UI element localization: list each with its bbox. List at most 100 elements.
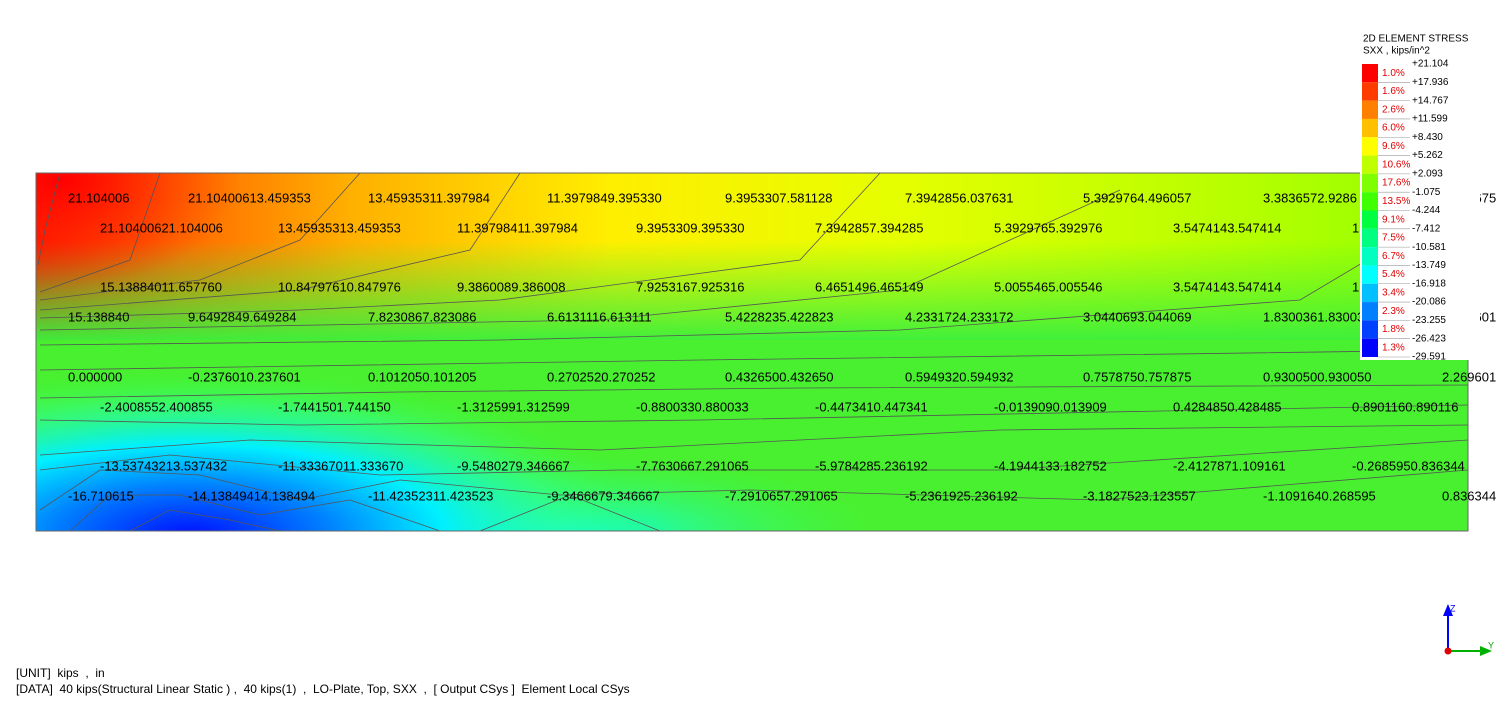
legend-percent: 10.6%	[1382, 159, 1410, 170]
legend-swatch	[1362, 137, 1378, 156]
node-value: -2.4127871.109161	[1173, 458, 1286, 473]
node-value: -5.9784285.236192	[815, 458, 928, 473]
node-value: 7.9253167.925316	[636, 279, 744, 294]
node-value: 13.45935311.397984	[368, 190, 490, 205]
node-value: -4.1944133.182752	[994, 458, 1107, 473]
legend-percent: 6.0%	[1382, 123, 1405, 134]
node-value: 9.6492849.649284	[188, 309, 296, 324]
legend-percent: 9.1%	[1382, 214, 1405, 225]
node-value: -16.710615	[68, 488, 134, 503]
node-value: -0.4473410.447341	[815, 399, 928, 414]
legend-level: -26.423	[1412, 333, 1446, 344]
legend-level: +2.093	[1412, 169, 1443, 180]
node-value: 9.3953307.581128	[725, 190, 832, 205]
legend-level: +14.767	[1412, 95, 1449, 106]
node-value: -1.3125991.312599	[457, 399, 570, 414]
node-value: -1.7441501.744150	[278, 399, 391, 414]
legend-level: -16.918	[1412, 278, 1446, 289]
legend-percent: 9.6%	[1382, 141, 1405, 152]
legend-level: +11.599	[1412, 114, 1448, 125]
legend-percent: 6.7%	[1382, 251, 1405, 262]
node-value: -5.2361925.236192	[905, 488, 1018, 503]
legend: 2D ELEMENT STRESS SXX , kips/in^2 1.0% 1.…	[1360, 34, 1480, 363]
node-value: 5.3929765.392976	[994, 220, 1102, 235]
node-value: 0.2702520.270252	[547, 369, 655, 384]
legend-level: -29.591	[1412, 352, 1446, 363]
legend-percent: 13.5%	[1382, 196, 1410, 207]
legend-swatch	[1362, 228, 1378, 248]
legend-level: +5.262	[1412, 150, 1443, 161]
legend-swatch	[1362, 155, 1378, 174]
node-value: 9.3860089.386008	[457, 279, 565, 294]
legend-swatch	[1362, 192, 1378, 211]
node-value: 4.2331724.233172	[905, 309, 1013, 324]
legend-level: -10.581	[1412, 242, 1446, 253]
legend-swatch	[1362, 265, 1378, 284]
legend-level: -4.244	[1412, 205, 1441, 216]
z-arrow	[1443, 604, 1453, 616]
legend-level: -1.075	[1412, 187, 1441, 198]
legend-swatch	[1362, 338, 1378, 357]
node-value: 5.3929764.496057	[1083, 190, 1191, 205]
legend-swatch	[1362, 100, 1378, 119]
node-value: 7.3942857.394285	[815, 220, 923, 235]
node-value: 15.138840	[68, 309, 129, 324]
node-value: 9.3953309.395330	[636, 220, 744, 235]
legend-swatch	[1362, 64, 1378, 83]
legend-percent: 1.6%	[1382, 86, 1405, 97]
node-value: 5.0055465.005546	[994, 279, 1102, 294]
node-value: 3.5474143.547414	[1173, 220, 1281, 235]
node-value: 0.836344	[1442, 488, 1496, 503]
y-arrow	[1480, 646, 1492, 656]
legend-swatch	[1362, 82, 1378, 101]
node-value: -13.53743213.537432	[100, 458, 227, 473]
node-value: 6.4651496.465149	[815, 279, 923, 294]
legend-swatch	[1362, 320, 1378, 339]
legend-percent: 2.3%	[1382, 306, 1405, 317]
legend-level: -13.749	[1412, 260, 1446, 271]
footer-data: [DATA] 40 kips(Structural Linear Static …	[16, 682, 630, 696]
legend-percent: 17.6%	[1382, 178, 1410, 189]
node-value: -14.13849414.138494	[188, 488, 315, 503]
node-value: -9.3466679.346667	[547, 488, 660, 503]
node-value: 0.5949320.594932	[905, 369, 1013, 384]
legend-level: +8.430	[1412, 132, 1443, 143]
node-value: 21.10400613.459353	[188, 190, 311, 205]
legend-percent: 1.3%	[1382, 342, 1405, 353]
legend-level: +17.936	[1412, 77, 1449, 88]
legend-percent: 5.4%	[1382, 269, 1405, 280]
legend-percent: 1.8%	[1382, 324, 1405, 335]
legend-percent: 1.0%	[1382, 68, 1405, 79]
node-value: 0.8901160.890116	[1352, 399, 1459, 414]
node-value: 3.0440693.044069	[1083, 309, 1191, 324]
node-value: 0.7578750.757875	[1083, 369, 1191, 384]
node-value: -3.1827523.123557	[1083, 488, 1196, 503]
node-value: 7.8230867.823086	[368, 309, 476, 324]
legend-title: 2D ELEMENT STRESS	[1363, 34, 1469, 45]
node-value: 0.000000	[68, 369, 122, 384]
node-value: 0.1012050.101205	[368, 369, 476, 384]
node-labels: 21.104006 21.10400613.459353 13.45935311.3…	[68, 190, 1496, 503]
legend-swatch	[1362, 118, 1378, 138]
contour-lines	[37, 172, 1469, 532]
node-value: -11.33367011.333670	[278, 458, 403, 473]
legend-level: -23.255	[1412, 315, 1446, 326]
node-value: 0.4326500.432650	[725, 369, 833, 384]
node-value: 21.10400621.104006	[100, 220, 223, 235]
origin	[1444, 647, 1452, 655]
node-value: -7.7630667.291065	[636, 458, 749, 473]
node-value: 0.9300500.930050	[1263, 369, 1371, 384]
legend-level: +21.104	[1412, 59, 1449, 70]
contour-plot	[35, 172, 1469, 532]
legend-swatch	[1362, 247, 1378, 266]
node-value: -2.4008552.400855	[100, 399, 213, 414]
node-value: -11.42352311.423523	[368, 488, 493, 503]
node-value: 21.104006	[68, 190, 129, 205]
node-value: -7.2910657.291065	[725, 488, 838, 503]
legend-level: -20.086	[1412, 297, 1446, 308]
legend-bg	[1360, 40, 1480, 360]
legend-swatch	[1362, 173, 1378, 193]
legend-swatch	[1362, 210, 1378, 229]
node-value: -1.1091640.268595	[1263, 488, 1376, 503]
